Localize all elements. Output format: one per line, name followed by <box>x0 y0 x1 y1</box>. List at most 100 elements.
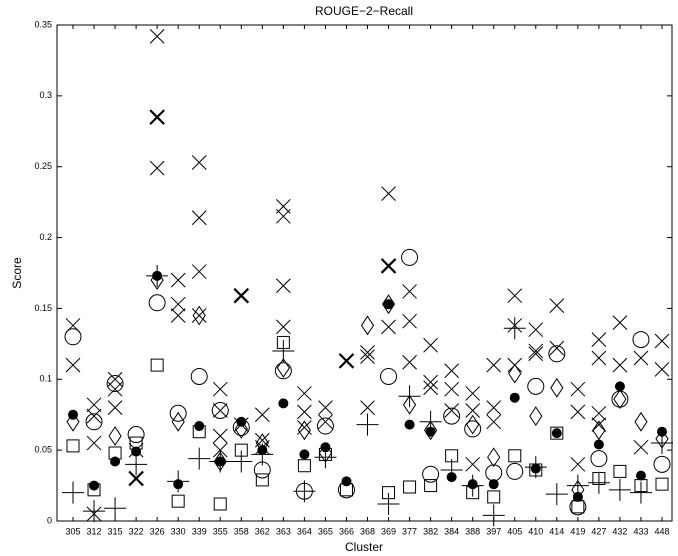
point <box>171 494 185 508</box>
point <box>570 404 586 420</box>
point <box>653 455 671 473</box>
point <box>297 404 312 420</box>
x-tick-label: 364 <box>297 526 312 536</box>
point <box>570 381 586 397</box>
y-tick-label: 0 <box>47 515 52 525</box>
point <box>613 464 627 478</box>
point <box>107 400 123 415</box>
x-tick-label: 432 <box>612 526 627 536</box>
point <box>149 28 165 44</box>
point <box>297 459 311 473</box>
point <box>422 465 440 483</box>
point <box>591 405 607 421</box>
x-tick-label: 362 <box>255 526 270 536</box>
point <box>467 479 478 490</box>
point <box>592 420 606 441</box>
x-tick-label: 365 <box>318 526 333 536</box>
x-tick-label: 369 <box>381 526 396 536</box>
point <box>213 451 227 472</box>
point <box>591 417 607 432</box>
x-tick-label: 410 <box>528 526 543 536</box>
point <box>320 442 331 453</box>
point <box>592 471 606 485</box>
point <box>170 296 186 312</box>
point <box>339 483 353 497</box>
point <box>86 435 102 451</box>
point <box>382 486 396 500</box>
point <box>424 479 438 493</box>
point <box>192 305 206 326</box>
point <box>110 456 121 467</box>
x-tick-label: 312 <box>87 526 102 536</box>
point <box>550 426 564 440</box>
point <box>381 319 396 335</box>
point <box>403 480 417 494</box>
point <box>295 482 313 500</box>
point <box>485 464 503 482</box>
point <box>423 337 438 353</box>
point <box>191 210 207 226</box>
point <box>108 446 122 460</box>
x-tick-label: 363 <box>276 526 291 536</box>
x-tick-label: 388 <box>465 526 480 536</box>
point <box>549 340 565 356</box>
point <box>169 404 187 422</box>
point <box>571 479 585 500</box>
point <box>293 480 316 503</box>
x-tick-label: 448 <box>654 526 669 536</box>
point <box>465 403 481 418</box>
point <box>527 377 545 395</box>
point <box>152 270 163 281</box>
point <box>377 492 400 515</box>
point <box>149 109 165 125</box>
point <box>629 481 652 504</box>
point <box>87 483 101 497</box>
plot-frame <box>56 24 673 522</box>
x-tick-label: 339 <box>192 526 207 536</box>
point <box>590 450 608 468</box>
point <box>360 349 375 364</box>
point <box>191 264 207 279</box>
y-tick-label: 0.3 <box>39 90 52 100</box>
x-tick-label: 419 <box>570 526 585 536</box>
point <box>230 450 253 473</box>
point <box>402 284 417 299</box>
x-tick-label: 433 <box>633 526 648 536</box>
point <box>191 155 207 170</box>
point <box>612 357 628 373</box>
point <box>253 461 271 479</box>
point <box>571 500 585 514</box>
y-tick-label: 0.1 <box>39 374 52 384</box>
point <box>550 377 564 398</box>
point <box>274 362 292 380</box>
point <box>633 439 649 455</box>
point <box>318 447 332 461</box>
point <box>276 319 291 335</box>
x-tick-label: 384 <box>444 526 459 536</box>
y-tick-label: 0.25 <box>34 161 52 171</box>
point <box>508 449 522 463</box>
point <box>171 411 185 432</box>
point <box>234 443 248 457</box>
point <box>276 278 291 294</box>
point <box>188 447 211 470</box>
point <box>380 258 397 274</box>
point <box>66 439 80 453</box>
chart-title: ROUGE−2−Recall <box>315 4 413 18</box>
point <box>129 436 143 450</box>
point <box>104 497 127 520</box>
point <box>255 433 269 453</box>
point <box>62 481 84 504</box>
point <box>149 160 165 176</box>
y-axis-label: Score <box>10 257 24 289</box>
point <box>297 420 311 441</box>
point <box>529 463 543 477</box>
x-tick-label: 358 <box>234 526 249 536</box>
y-tick-label: 0.15 <box>34 303 52 313</box>
point <box>486 357 502 373</box>
x-tick-label: 315 <box>108 526 123 536</box>
point <box>633 350 649 366</box>
point <box>127 426 145 444</box>
point <box>318 414 333 430</box>
